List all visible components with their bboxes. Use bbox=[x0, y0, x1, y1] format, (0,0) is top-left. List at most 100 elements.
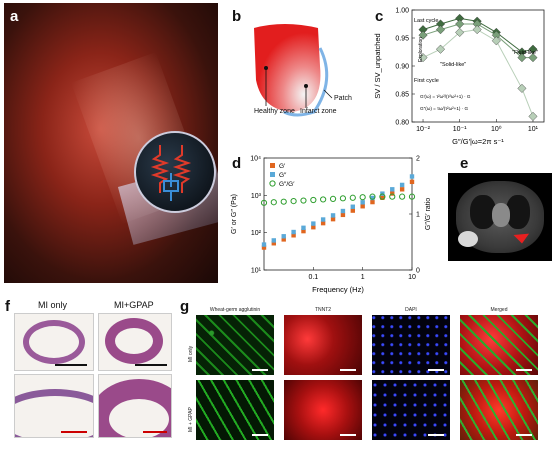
g-merged-mi-only bbox=[460, 315, 538, 375]
chart-d-point-ratio bbox=[349, 194, 356, 201]
chart-c-annot-fluid: "Fluid-like" bbox=[512, 50, 538, 56]
chart-c-point bbox=[517, 83, 527, 93]
chart-c-point bbox=[435, 44, 446, 54]
chart-d-legend-label: G′ bbox=[279, 163, 286, 170]
histology-mi-only-zoom bbox=[14, 374, 94, 438]
panel-a-photo bbox=[4, 3, 218, 283]
panel-letter-f: f bbox=[5, 298, 10, 315]
chart-c-point bbox=[418, 25, 428, 35]
chart-d-point-gprime bbox=[360, 204, 365, 209]
chart-c-ytick-label: 0.95 bbox=[395, 36, 409, 43]
panel-letter-a: a bbox=[10, 8, 19, 25]
chart-d-point-gprime bbox=[380, 195, 385, 200]
histology-mi-gpap-whole bbox=[98, 313, 172, 371]
chart-d-point-gdoubleprime bbox=[390, 187, 395, 192]
chart-c-point bbox=[455, 19, 465, 29]
chart-d-legend-marker bbox=[269, 180, 276, 187]
panel-letter-e: e bbox=[460, 155, 469, 172]
chart-c-point bbox=[435, 25, 446, 35]
chart-d-point-gprime bbox=[390, 191, 395, 196]
chart-d-ylabel-right: G″/G′ ratio bbox=[425, 198, 432, 230]
chart-c-xtick-label: 10⁻¹ bbox=[453, 126, 467, 133]
chart-d-legend-marker bbox=[270, 163, 275, 168]
g-title-tnnt2: TNNT2 bbox=[314, 307, 332, 313]
chart-d-point-gdoubleprime bbox=[261, 242, 267, 247]
chart-d-point-ratio bbox=[408, 193, 416, 200]
chart-c-point bbox=[528, 111, 538, 121]
chart-d-point-ratio bbox=[320, 196, 327, 203]
chart-d-point-gprime bbox=[271, 241, 277, 246]
chart-d-point-ratio bbox=[379, 193, 386, 200]
chart-d-point-ratio bbox=[389, 193, 396, 200]
chart-d-ytick-right-label: 0 bbox=[416, 268, 420, 275]
chart-d-ytick-left-label: 10³ bbox=[251, 193, 262, 200]
histology-mi-gpap-zoom bbox=[98, 374, 172, 438]
chart-d-ylabel-left: G′ or G″ (Pa) bbox=[231, 194, 238, 234]
chart-c-point bbox=[491, 30, 501, 40]
chart-c-ytick-label: 0.80 bbox=[395, 120, 409, 127]
chart-d-point-gdoubleprime bbox=[340, 208, 346, 214]
chart-c-point bbox=[455, 27, 465, 37]
chart-d-point-gprime bbox=[330, 216, 336, 222]
chart-d-ytick-left-label: 10² bbox=[251, 230, 262, 237]
label-healthy-zone: Healthy zone bbox=[254, 108, 295, 115]
chart-d-point-ratio bbox=[369, 193, 376, 200]
chart-d-point-ratio bbox=[359, 194, 366, 201]
chart-d-point-gprime bbox=[350, 208, 356, 213]
chart-d-point-gdoubleprime bbox=[360, 200, 365, 205]
label-infarct-zone: Infarct zone bbox=[300, 108, 337, 115]
chart-d-point-ratio bbox=[280, 198, 287, 205]
chart-d-point-gdoubleprime bbox=[320, 217, 326, 222]
chart-d-point-gprime bbox=[261, 245, 267, 250]
chart-d-point-gdoubleprime bbox=[409, 174, 415, 179]
chart-c-ytick-label: 0.85 bbox=[395, 92, 409, 99]
chart-d-point-ratio bbox=[310, 196, 317, 204]
chart-d-ytick-right-label: 1 bbox=[416, 212, 420, 219]
chart-c-point bbox=[517, 53, 527, 63]
chart-d-rheology: 10¹ 10² 10³ 10⁴ 0 1 2 0.1 1 10 G′ or G″ (Pa) G″/G′ … bbox=[231, 156, 432, 295]
chart-d-point-gprime bbox=[340, 212, 346, 218]
panel-letter-c: c bbox=[375, 8, 384, 25]
g-wga-mi-gpap bbox=[196, 380, 274, 440]
chart-c-point bbox=[517, 47, 527, 57]
ct-scan-image bbox=[448, 173, 552, 261]
chart-c-annot-last: Last cycle bbox=[414, 18, 438, 24]
chart-d-point-gdoubleprime bbox=[281, 234, 286, 239]
chart-d-point-gdoubleprime bbox=[271, 238, 277, 243]
chart-d-ytick-left-label: 10⁴ bbox=[250, 156, 261, 163]
chart-c-annot-solid: "Solid-like" bbox=[440, 62, 466, 68]
label-patch: Patch bbox=[334, 95, 352, 102]
chart-c-ylabel: SV / SV_unpatched bbox=[373, 33, 382, 98]
chart-d-xtick-label: 1 bbox=[361, 274, 365, 281]
chart-d-point-gprime bbox=[281, 237, 286, 242]
chart-d-point-gprime bbox=[370, 199, 375, 205]
histology-mi-only-whole bbox=[14, 313, 94, 371]
chart-d-point-gprime bbox=[291, 233, 296, 238]
label-f-mi-gpap: MI+GPAP bbox=[114, 300, 154, 310]
chart-c-annot-exploration: Exploration bbox=[418, 37, 424, 62]
chart-d-point-gdoubleprime bbox=[301, 225, 306, 231]
panel-letter-d: d bbox=[232, 155, 242, 172]
chart-d-legend-label: G″/G′ bbox=[279, 181, 295, 188]
heart-schematic bbox=[254, 24, 333, 117]
chart-d-point-ratio bbox=[290, 198, 297, 205]
chart-d-point-ratio bbox=[300, 197, 307, 204]
g-row-label-mi-gpap: MI + GPAP bbox=[188, 407, 194, 432]
chart-d-ytick-right-label: 2 bbox=[416, 156, 420, 163]
chart-d-point-gprime bbox=[399, 187, 405, 192]
chart-c-point bbox=[491, 36, 501, 46]
chart-c-xtick-label: 10⁰ bbox=[491, 125, 502, 133]
chart-d-point-gdoubleprime bbox=[311, 221, 316, 226]
g-merged-mi-gpap bbox=[460, 380, 538, 440]
chart-d-point-gprime bbox=[301, 228, 306, 234]
chart-d-point-ratio bbox=[270, 199, 277, 206]
chart-d-ytick-left-label: 10¹ bbox=[251, 268, 262, 275]
chart-d-legend-label: G″ bbox=[279, 172, 287, 179]
chart-d-xtick-label: 0.1 bbox=[308, 274, 318, 281]
chart-c-annot-eq1: G′(ω) = τ²ω²/(τ²ω²+1) · G bbox=[420, 94, 471, 99]
chart-d-point-ratio bbox=[399, 193, 406, 200]
chart-d-xtick-label: 10 bbox=[408, 274, 416, 281]
chart-c-point bbox=[435, 19, 446, 29]
g-row-label-mi-only: MI only bbox=[188, 345, 194, 362]
g-title-wga: Wheat-germ agglutinin bbox=[209, 307, 261, 313]
